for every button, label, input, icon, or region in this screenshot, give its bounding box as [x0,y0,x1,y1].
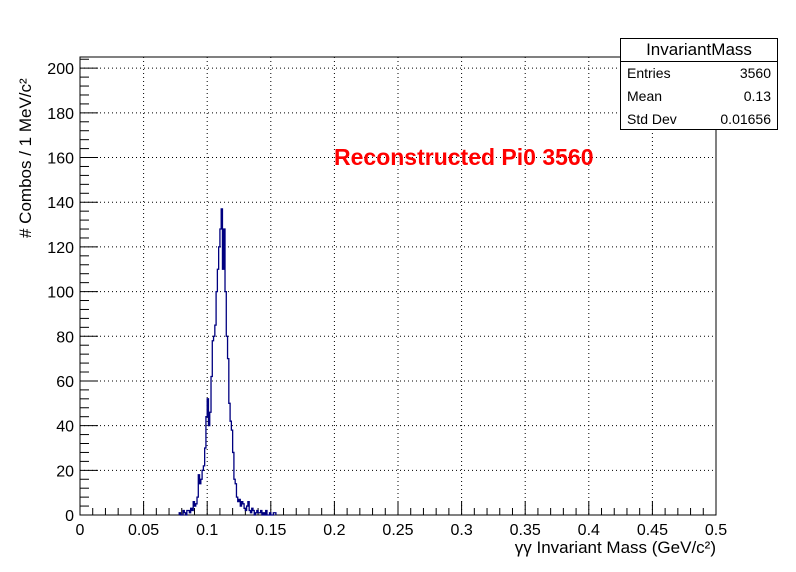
x-tick-label: 0.1 [196,522,218,539]
x-tick-label: 0.05 [128,522,159,539]
x-tick-label: 0.2 [323,522,345,539]
x-tick-label: 0 [76,522,85,539]
x-tick-label: 0.5 [705,522,727,539]
x-tick-label: 0.45 [637,522,668,539]
y-tick-label: 20 [56,463,74,480]
x-tick-label: 0.4 [578,522,600,539]
y-tick-label: 80 [56,329,74,346]
stats-row-mean: Mean 0.13 [621,85,777,108]
x-tick-label: 0.15 [255,522,286,539]
grid-lines [80,57,716,515]
y-tick-label: 120 [47,240,74,257]
y-tick-label: 140 [47,195,74,212]
stats-box: InvariantMass Entries 3560 Mean 0.13 Std… [620,38,778,130]
stats-row-entries: Entries 3560 [621,62,777,85]
stats-row-stddev: Std Dev 0.01656 [621,108,777,131]
x-axis-label: γγ Invariant Mass (GeV/c²) [515,538,716,557]
x-tick-label: 0.35 [510,522,541,539]
stats-value: 0.01656 [720,111,771,127]
stats-value: 3560 [739,65,771,81]
stats-label: Entries [627,65,671,81]
y-axis-label: # Combos / 1 MeV/c² [16,78,35,238]
histogram-line [178,208,277,516]
y-tick-label: 60 [56,374,74,391]
x-tick-labels: 0 0.05 0.1 0.15 0.2 0.25 0.3 0.35 0.4 0.45 0.5 [76,522,728,539]
y-tick-label: 100 [47,285,74,302]
y-tick-label: 200 [47,61,74,78]
y-tick-label: 0 [65,508,74,525]
x-tick-label: 0.3 [450,522,472,539]
y-tick-label: 180 [47,106,74,123]
stats-label: Mean [627,88,663,104]
stats-value: 0.13 [743,88,771,104]
chart-annotation: Reconstructed Pi0 3560 [334,144,594,170]
y-tick-label: 160 [47,151,74,168]
x-tick-label: 0.25 [382,522,413,539]
axis-ticks [79,58,717,516]
y-tick-label: 40 [56,419,74,436]
stats-title: InvariantMass [621,39,777,62]
y-tick-labels: 0 20 40 60 80 100 120 140 160 180 200 [47,61,74,525]
stats-label: Std Dev [627,111,677,127]
